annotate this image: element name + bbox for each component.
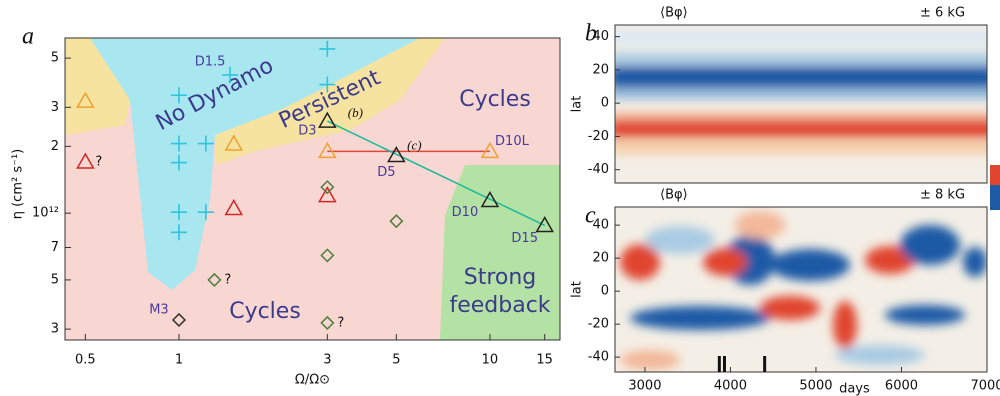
region-label: Strong bbox=[464, 265, 537, 290]
panel-label: b bbox=[585, 21, 597, 47]
triangle-marker bbox=[318, 111, 337, 128]
regions bbox=[65, 38, 560, 340]
triangle-marker bbox=[318, 186, 337, 203]
panel-title: ⟨Bφ⟩ bbox=[660, 188, 688, 203]
x-tick-label: 15 bbox=[536, 353, 553, 368]
annotation: (b) bbox=[348, 105, 363, 120]
frame-b bbox=[614, 24, 988, 184]
x-axis-label: Ω/Ω⊙ bbox=[295, 373, 330, 388]
y-axis-label: η (cm² s⁻¹) bbox=[11, 149, 26, 220]
diamond-marker bbox=[389, 214, 404, 229]
cross-marker bbox=[319, 76, 336, 93]
diamond-marker bbox=[320, 180, 335, 195]
point-label: M3 bbox=[149, 302, 169, 317]
triangle-marker bbox=[387, 145, 406, 163]
y-tick-label: -20 bbox=[588, 317, 609, 332]
heatmap-b bbox=[615, 25, 987, 183]
point-label: D10L bbox=[495, 134, 530, 149]
colorbar bbox=[990, 165, 1000, 185]
y-axis-label: lat bbox=[570, 281, 585, 298]
region-label: feedback bbox=[449, 293, 550, 318]
range-label: ± 8 kG bbox=[920, 188, 965, 203]
y-tick-label: 40 bbox=[592, 29, 609, 44]
triangle-marker bbox=[480, 141, 500, 159]
diamond-marker bbox=[171, 312, 187, 328]
plot-frame bbox=[64, 37, 561, 341]
triangle-marker bbox=[224, 134, 244, 151]
triangle-marker bbox=[535, 215, 554, 233]
point-flag: ? bbox=[224, 272, 231, 287]
y-tick-label: 5 bbox=[51, 272, 59, 287]
x-tick-label: 3000 bbox=[628, 379, 661, 394]
cross-marker bbox=[170, 204, 187, 221]
y-tick-label: 20 bbox=[592, 62, 609, 77]
triangle-marker bbox=[318, 141, 337, 159]
time-marker bbox=[763, 356, 767, 372]
cross-marker bbox=[170, 135, 187, 152]
connector bbox=[327, 120, 546, 227]
cross-marker bbox=[319, 40, 336, 57]
x-tick-label: 10 bbox=[482, 353, 499, 368]
triangle-marker bbox=[224, 198, 244, 216]
heatmap-c bbox=[615, 207, 987, 372]
region-label: Cycles bbox=[229, 299, 301, 324]
point-label: D10 bbox=[452, 205, 479, 220]
y-tick-label: 7 bbox=[51, 240, 59, 255]
point-label: D3 bbox=[298, 124, 316, 139]
cross-marker bbox=[197, 135, 214, 152]
x-tick-label: 5 bbox=[392, 353, 400, 368]
diamond-marker bbox=[207, 272, 222, 287]
x-tick-label: 1 bbox=[175, 353, 183, 368]
point-flag: ? bbox=[337, 315, 344, 330]
panel-title: ⟨Bφ⟩ bbox=[660, 6, 688, 21]
cross-marker bbox=[170, 224, 187, 241]
point-label: D15 bbox=[511, 231, 538, 246]
cross-marker bbox=[222, 66, 239, 83]
panel-label: a bbox=[22, 24, 34, 50]
diamond-marker bbox=[320, 248, 335, 263]
triangle-marker bbox=[480, 191, 500, 208]
y-tick-label: 40 bbox=[592, 218, 609, 233]
y-axis-label: lat bbox=[570, 96, 585, 113]
y-tick-label: 5 bbox=[51, 51, 59, 66]
x-axis-label: days bbox=[839, 382, 870, 396]
annotation: (c) bbox=[407, 137, 421, 152]
y-tick-label: -20 bbox=[588, 129, 609, 144]
triangle-marker bbox=[76, 91, 95, 108]
x-tick-label: 0.5 bbox=[75, 353, 96, 368]
diamond-marker bbox=[320, 315, 335, 330]
y-tick-label: 3 bbox=[51, 100, 59, 115]
y-tick-label: 3 bbox=[51, 322, 59, 337]
x-tick-label: 3 bbox=[323, 353, 331, 368]
range-label: ± 6 kG bbox=[920, 6, 965, 21]
panel-label: c bbox=[585, 203, 596, 229]
y-tick-label: 0 bbox=[601, 96, 609, 111]
y-tick-label: -40 bbox=[588, 162, 609, 177]
time-marker bbox=[717, 356, 721, 372]
time-marker bbox=[722, 356, 726, 372]
y-tick-label: -40 bbox=[588, 350, 609, 365]
x-tick-label: 7000 bbox=[970, 379, 1000, 394]
x-tick-label: 4000 bbox=[714, 379, 747, 394]
cross-marker bbox=[197, 204, 214, 221]
point-label: D5 bbox=[377, 165, 395, 180]
y-tick-label: 10¹² bbox=[32, 206, 59, 221]
region-label: Cycles bbox=[459, 87, 531, 112]
point-label: D1.5 bbox=[195, 54, 226, 69]
point-flag: ? bbox=[95, 155, 102, 170]
x-tick-label: 5000 bbox=[799, 379, 832, 394]
cross-marker bbox=[170, 154, 187, 171]
x-tick-label: 6000 bbox=[885, 379, 918, 394]
frame-c bbox=[614, 206, 988, 373]
colorbar bbox=[990, 185, 1000, 210]
y-tick-label: 20 bbox=[592, 251, 609, 266]
y-tick-label: 2 bbox=[51, 139, 59, 154]
y-tick-label: 0 bbox=[601, 284, 609, 299]
cross-marker bbox=[170, 87, 187, 104]
triangle-marker bbox=[76, 152, 95, 169]
